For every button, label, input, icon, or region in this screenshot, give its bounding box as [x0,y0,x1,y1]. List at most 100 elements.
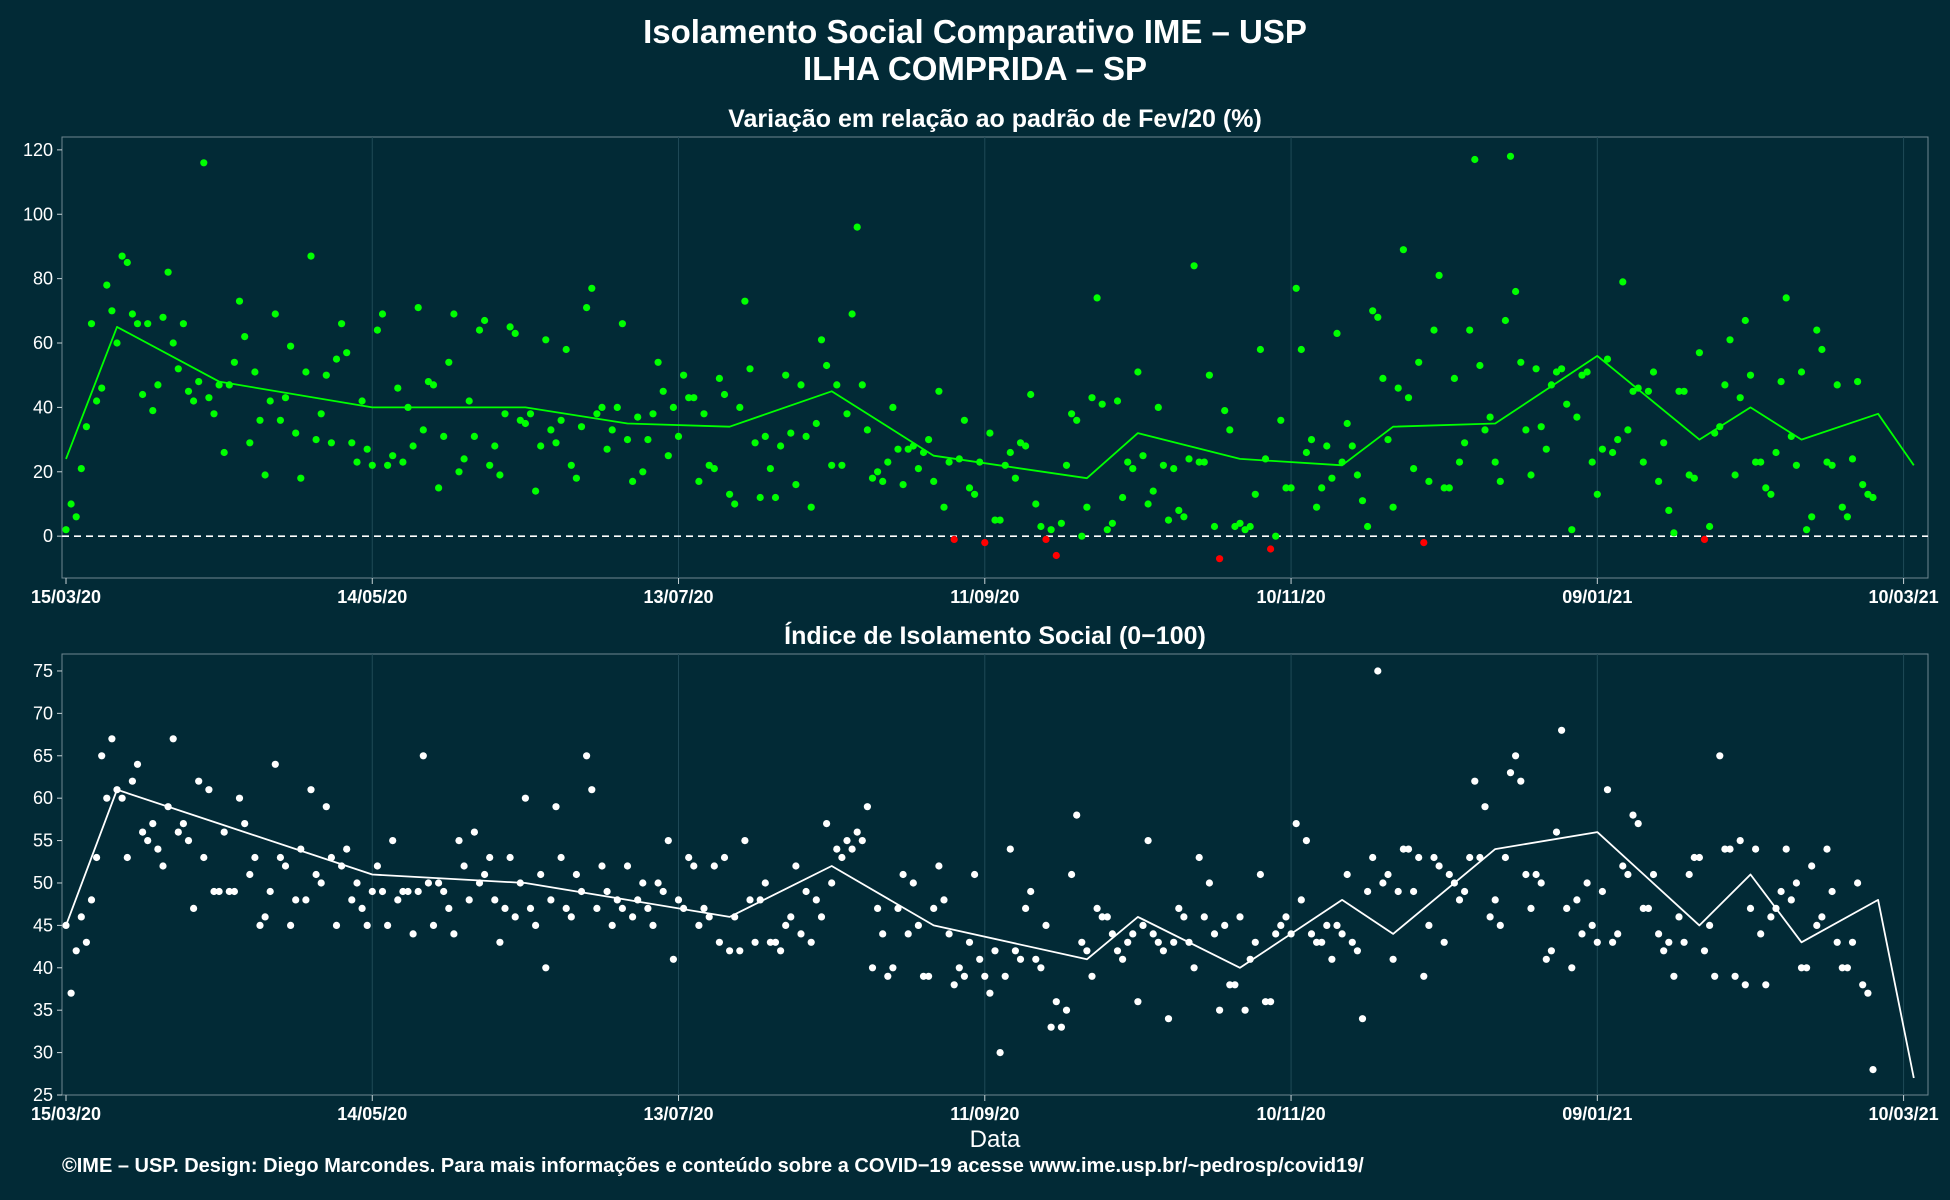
data-point [1716,752,1724,760]
data-point [1083,503,1091,511]
data-point [552,803,560,811]
data-point [1517,358,1525,366]
data-point [1113,947,1122,955]
data-point [945,458,953,466]
data-point [1073,811,1081,819]
data-point [930,477,938,485]
data-point [1313,938,1321,946]
data-point [884,972,892,980]
data-point [302,896,310,904]
data-point [986,429,994,437]
data-point [1180,913,1188,921]
data-point [384,461,392,469]
data-point [965,938,974,946]
data-point [1297,345,1305,354]
data-point [1777,378,1785,386]
data-point [1302,837,1310,845]
x-tick-label: 09/01/21 [1562,1104,1632,1124]
data-point [674,432,683,440]
data-point [792,862,800,870]
data-point [858,837,866,845]
data-point [940,503,948,511]
data-point [312,870,320,879]
data-point [746,896,754,904]
data-point [613,896,621,904]
data-point [567,913,575,921]
data-point [184,387,193,395]
data-point [77,465,85,473]
data-point [644,904,652,913]
data-point [976,458,984,466]
data-point [93,397,101,405]
data-point [404,403,412,411]
data-point [1144,500,1152,508]
data-point [981,539,989,547]
data-point [879,477,887,485]
data-point [1358,497,1367,505]
data-point [251,853,259,862]
data-point [1593,938,1601,946]
data-point [1782,294,1790,302]
data-point [1568,526,1576,534]
data-point [1476,853,1484,862]
data-point [1767,490,1775,498]
data-point [281,862,290,870]
data-point [1154,938,1162,946]
data-point [1134,998,1142,1006]
data-point [256,921,264,930]
data-point [1833,938,1841,946]
data-point [435,484,443,492]
data-point [914,921,923,930]
data-point [986,989,994,997]
data-point [802,887,810,896]
data-point [1527,904,1535,913]
data-point [1307,436,1316,444]
data-point [537,442,545,450]
data-point [1838,503,1846,511]
data-point [486,461,494,469]
data-point [1170,938,1178,946]
data-point [547,896,555,904]
data-point [149,407,157,415]
data-point [731,500,739,508]
data-point [1027,390,1035,399]
data-point [1721,381,1729,389]
data-point [1639,458,1647,466]
data-point [1062,461,1071,469]
data-point [521,794,530,802]
data-point [220,448,228,457]
data-point [1445,870,1453,879]
data-point [935,387,943,395]
data-point [1226,981,1234,989]
data-point [935,862,943,870]
data-point [1425,477,1433,485]
data-point [1088,394,1096,402]
data-point [368,887,376,896]
data-point [976,955,984,963]
data-point [1180,513,1188,521]
data-point [1695,853,1703,862]
y-tick-label: 45 [33,915,53,935]
data-point [1369,853,1377,862]
data-point [465,896,473,904]
data-point [705,461,713,469]
data-point [817,913,826,921]
data-point [1057,519,1065,527]
data-point [598,403,606,411]
data-point [338,320,346,328]
data-point [1501,853,1509,862]
data-point [1818,345,1826,354]
data-point [823,820,831,828]
data-point [1098,913,1106,921]
data-point [409,930,417,938]
data-point [445,358,453,366]
data-point [133,760,142,768]
data-point [1547,381,1555,389]
data-point [1762,981,1770,989]
y-tick-label: 75 [33,661,53,681]
data-point [184,837,193,845]
y-tick-label: 60 [33,788,53,808]
data-point [1410,465,1418,473]
data-point [1052,551,1060,560]
data-point [807,503,815,511]
